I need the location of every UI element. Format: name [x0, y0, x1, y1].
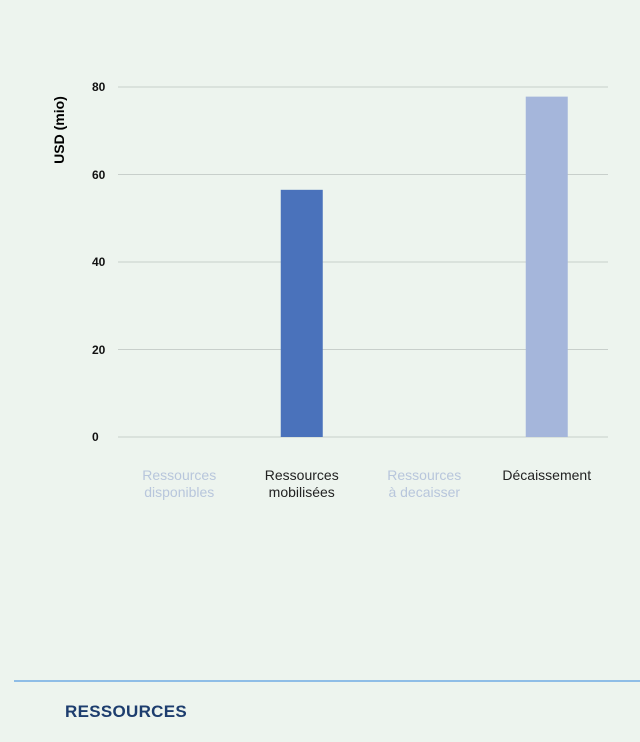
y-tick-label: 40: [92, 255, 105, 269]
x-tick-label: Ressources mobilisées: [247, 467, 357, 501]
y-tick-label: 20: [92, 343, 105, 357]
x-tick-label: Ressources à decaisser: [369, 467, 479, 501]
bar: [526, 97, 568, 437]
y-axis-label: USD (mio): [51, 96, 67, 164]
y-tick-label: 60: [92, 168, 105, 182]
y-tick-label: 0: [92, 430, 99, 444]
bar: [281, 190, 323, 437]
x-tick-label: Décaissement: [492, 467, 602, 484]
y-tick-label: 80: [92, 80, 105, 94]
x-tick-label: Ressources disponibles: [124, 467, 234, 501]
section-divider: [14, 680, 640, 682]
section-title: RESSOURCES: [65, 702, 187, 722]
